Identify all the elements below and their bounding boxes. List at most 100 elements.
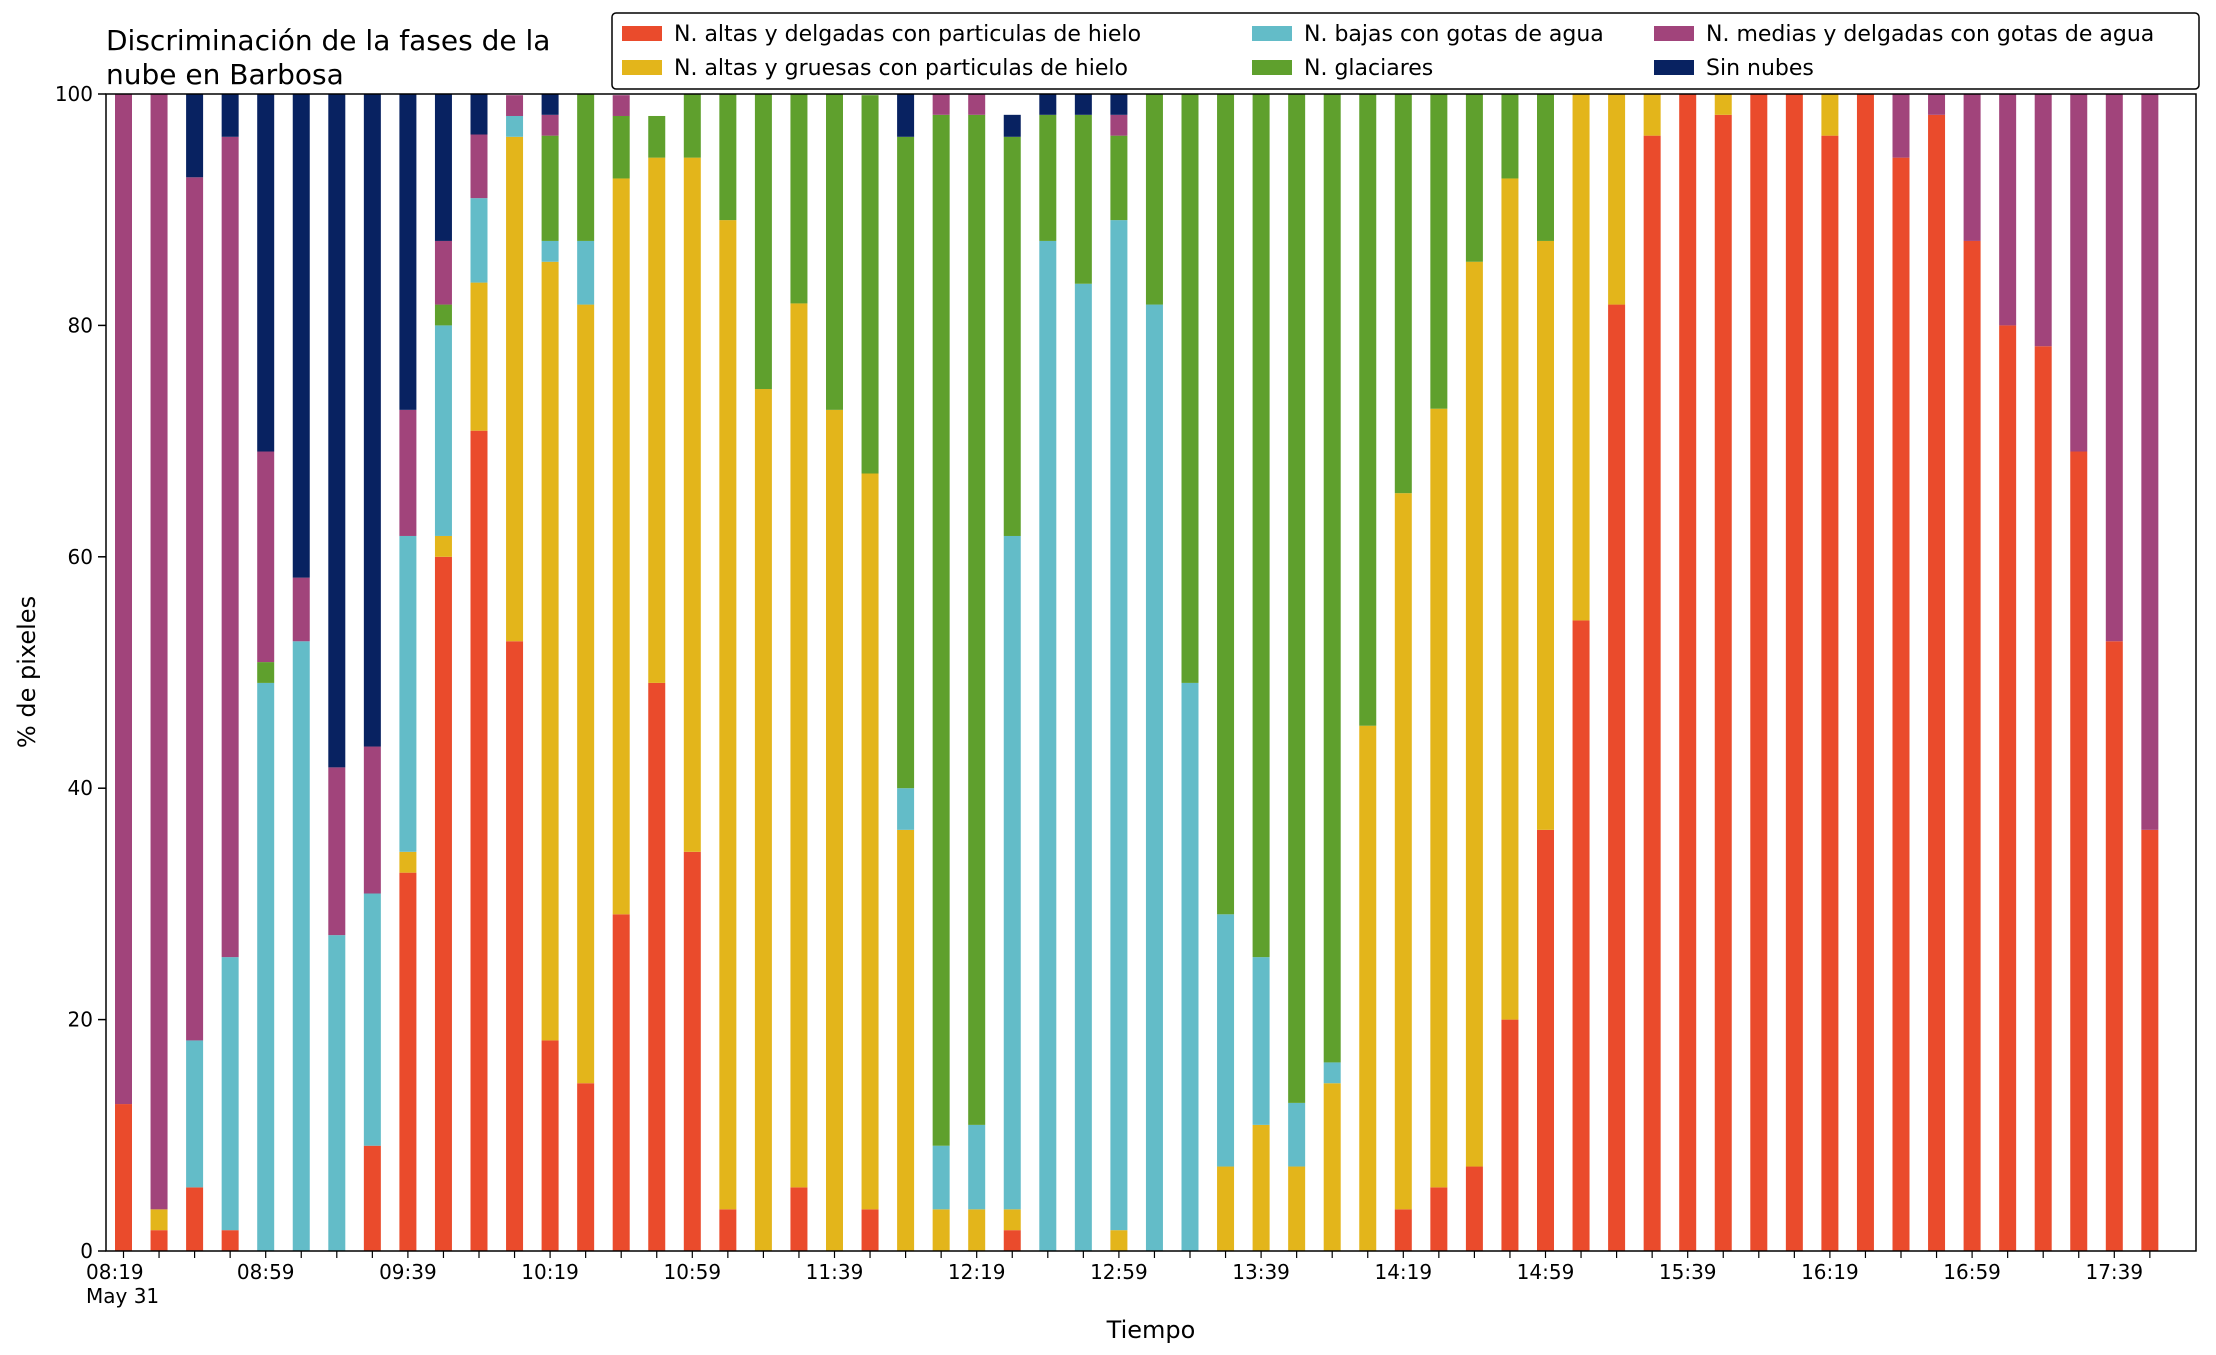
bar-segment <box>754 389 772 1251</box>
bar-segment <box>257 94 275 452</box>
bar-segment <box>292 94 310 578</box>
bar-segment <box>1430 94 1448 409</box>
bar-segment <box>1323 1062 1341 1084</box>
bar-segment <box>221 136 239 958</box>
bar-segment <box>932 1209 950 1251</box>
bar-segment <box>968 1124 986 1210</box>
bar-segment <box>1714 94 1732 115</box>
bar-segment <box>1039 94 1057 115</box>
bar-segment <box>790 303 808 1188</box>
x-tick-label: 09:39 <box>379 1260 437 1284</box>
bar-segment <box>328 94 346 768</box>
bar-segment <box>221 957 239 1231</box>
x-tick-label: 14:59 <box>1517 1260 1575 1284</box>
legend-swatch <box>1654 60 1694 75</box>
y-tick-label: 20 <box>68 1008 93 1032</box>
bar-segment <box>1465 94 1483 262</box>
bar-segment <box>2070 451 2088 1251</box>
bar-segment <box>1643 94 1661 136</box>
bar-segment <box>363 893 381 1146</box>
bar-segment <box>328 935 346 1251</box>
bar-segment <box>186 177 204 1041</box>
bar-segment <box>1643 135 1661 1251</box>
bar-segment <box>968 1209 986 1251</box>
bar-segment <box>1856 94 1874 1251</box>
bar-segment <box>1501 1019 1519 1251</box>
bar-segment <box>434 325 452 536</box>
bar-segment <box>186 94 204 178</box>
chart-title-line-2: nube en Barbosa <box>106 58 344 91</box>
x-tick-label: 12:19 <box>948 1260 1006 1284</box>
legend-box <box>611 12 2200 90</box>
bar-segment <box>577 1083 595 1251</box>
bar-segment <box>186 1187 204 1251</box>
bar-segment <box>257 682 275 1251</box>
bar-segment <box>434 94 452 241</box>
bar-segment <box>434 556 452 1251</box>
bar-segment <box>612 914 630 1251</box>
y-tick-label: 100 <box>55 82 93 106</box>
bar-segment <box>1003 535 1021 1210</box>
bar-segment <box>861 473 879 1210</box>
bar-segment <box>897 829 915 1251</box>
bar-segment <box>434 304 452 326</box>
bar-segment <box>1465 1166 1483 1251</box>
bar-segment <box>1217 914 1235 1167</box>
bar-segment <box>612 115 630 179</box>
bar-segment <box>541 240 559 262</box>
bar-segment <box>1537 94 1554 241</box>
bar-segment <box>1714 114 1732 1252</box>
bar-segment <box>1928 114 1946 1252</box>
bar-segment <box>399 94 417 410</box>
bar-segment <box>2070 94 2088 452</box>
bar-segment <box>1999 325 2017 1251</box>
legend-swatch <box>1252 60 1292 75</box>
bar-segment <box>754 94 772 390</box>
y-axis: 0 20 40 60 80 100 <box>55 82 106 1263</box>
bar-segment <box>719 220 737 1210</box>
bar-segment <box>363 94 381 747</box>
bar-segment <box>683 851 701 1251</box>
bar-segment <box>328 767 346 936</box>
x-tick-label: 08:59 <box>237 1260 295 1284</box>
x-tick-label: 12:59 <box>1090 1260 1148 1284</box>
bar-segment <box>1572 620 1590 1251</box>
bar-segment <box>1359 725 1377 1251</box>
x-tick-label: 10:59 <box>663 1260 721 1284</box>
legend-swatch <box>1654 26 1694 41</box>
bar-segment <box>1963 240 1981 1251</box>
bar-segment <box>541 135 559 241</box>
bar-segment <box>826 94 843 410</box>
bar-segment <box>1608 304 1626 1251</box>
bar-segment <box>506 115 524 137</box>
bar-segment <box>1181 94 1199 683</box>
bar-segment <box>1537 240 1554 830</box>
bar-segment <box>1821 94 1839 136</box>
y-axis-label: % de pixeles <box>13 596 41 748</box>
bar-segment <box>1572 94 1590 621</box>
bar-segment <box>1110 220 1128 1231</box>
bar-segment <box>1892 157 1910 1251</box>
x-tick-label: 16:59 <box>1943 1260 2001 1284</box>
bar-segment <box>1039 240 1057 1251</box>
bar-segment <box>577 240 595 305</box>
bar-segment <box>434 240 452 305</box>
bar-segment <box>399 535 417 852</box>
bar-segment <box>968 94 986 115</box>
bar-segment <box>790 1187 808 1251</box>
bar-segment <box>2105 94 2123 642</box>
bar-segment <box>719 1209 737 1251</box>
bar-segment <box>1110 94 1128 115</box>
bar-segment <box>221 1230 239 1251</box>
bar-segment <box>292 577 310 642</box>
bar-segment <box>577 94 595 241</box>
bar-segment <box>470 198 488 283</box>
bar-segment <box>1252 1124 1270 1251</box>
bar-segment <box>115 1104 132 1251</box>
bar-segment <box>1252 94 1270 958</box>
bar-segment <box>1359 94 1377 726</box>
bar-segment <box>257 451 275 663</box>
bar-segment <box>115 94 132 1105</box>
x-tick-sublabel: May 31 <box>86 1284 159 1308</box>
bar-segment <box>1785 94 1803 1251</box>
